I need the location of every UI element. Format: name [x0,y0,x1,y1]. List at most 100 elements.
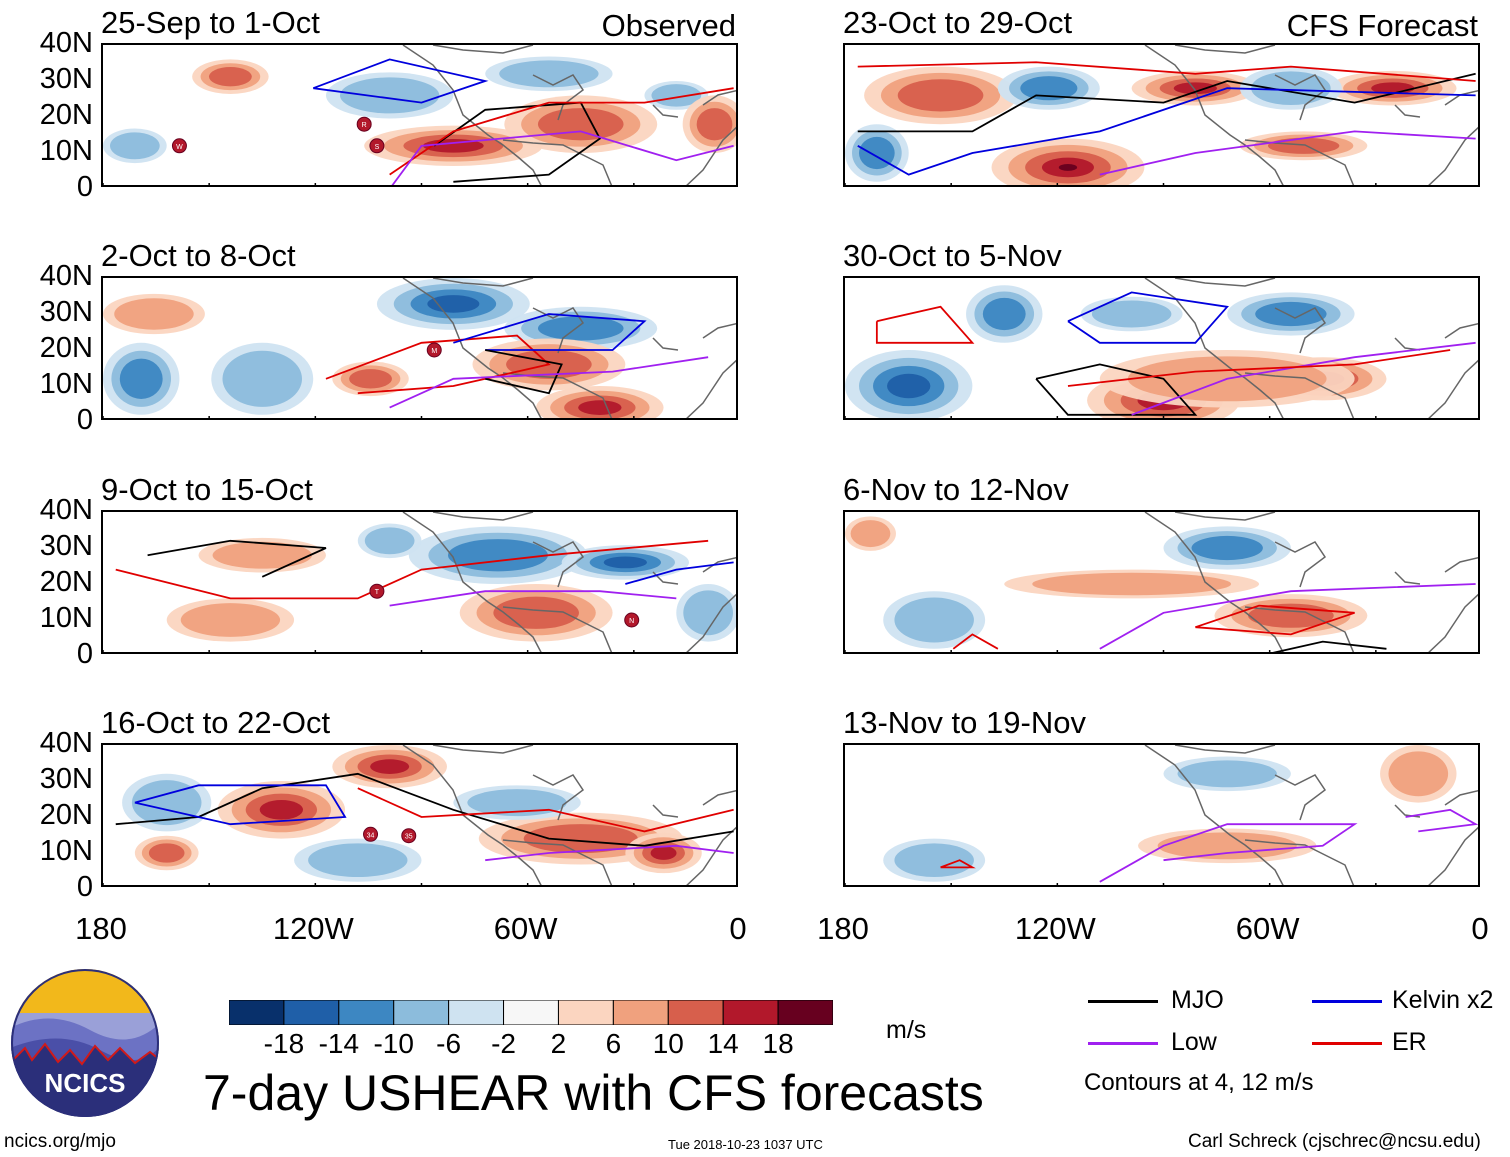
storm-marker-icon: S [369,138,385,154]
legend-label-kelvin: Kelvin x2 [1392,986,1494,1014]
contour-line [857,87,1476,176]
latitude-label: 20N [39,566,93,598]
shear-field: M [103,278,736,418]
colorbar-box [448,999,505,1026]
colorbar-box [612,999,669,1026]
colorbar-tick-label: -18 [263,1028,305,1059]
website-link[interactable]: ncics.org/mjo [4,1131,116,1152]
latitude-label: 10N [39,368,93,400]
latitude-label: 10N [39,135,93,167]
contour-line [433,101,602,183]
panel-title: 6-Nov to 12-Nov [843,472,1069,507]
colorbar-box [283,999,340,1026]
contour-line [389,356,709,409]
contour-line [485,844,734,862]
legend-label-er: ER [1392,1028,1427,1056]
legend-label-mjo: MJO [1171,986,1224,1014]
timestamp: Tue 2018-10-23 1037 UTC [668,1137,823,1152]
contour-line [625,561,734,585]
storm-marker-icon: W [171,138,187,154]
logo-text: NCICS [45,1068,126,1098]
longitude-label: 60W [493,911,558,946]
colorbar-box [338,999,395,1026]
map-panel: W R S [101,43,738,187]
colorbar-box [722,999,779,1026]
colorbar-tick-label: 18 [762,1028,794,1059]
contour-line [857,72,1476,133]
panel-title: 30-Oct to 5-Nov [843,238,1062,273]
storm-marker-icon: N [624,612,640,628]
ncics-logo: NCICS [10,968,160,1118]
latitude-label: 30N [39,530,93,562]
shear-field [845,745,1478,885]
svg-text:T: T [375,589,380,596]
colorbar [228,999,834,1026]
storm-marker-icon: 35 [401,828,417,844]
contour-line [147,539,327,578]
colorbar-tick-label: 2 [550,1028,567,1059]
contour-line [115,539,709,600]
legend-note: Contours at 4, 12 m/s [1084,1069,1314,1096]
contour-line [1405,808,1478,833]
storm-marker-icon: M [426,342,442,358]
contour-line [940,859,976,869]
colorbar-box [393,999,450,1026]
legend-line-er [1312,1042,1382,1045]
longitude-label: 60W [1235,911,1300,946]
contour-line [391,130,734,185]
contour-line [312,58,489,104]
latitude-label: 0 [76,171,93,203]
colorbar-tick-label: -10 [373,1028,414,1059]
colorbar-tick-label: 6 [605,1028,622,1059]
latitude-label: 30N [39,296,93,328]
contour-line [1099,130,1476,176]
longitude-label: 120W [1014,911,1096,946]
units-label: m/s [886,1016,927,1044]
shear-field: 34 35 [103,745,736,885]
panel-title: 9-Oct to 15-Oct [101,472,313,507]
svg-text:35: 35 [405,834,413,841]
map-panel: M [101,276,738,420]
longitude-label: 180 [817,911,869,946]
colorbar-tick-label: 14 [707,1028,739,1059]
contour-line [134,784,347,826]
panel-title: 2-Oct to 8-Oct [101,238,296,273]
contour-line [857,61,1476,82]
panel-title: 13-Nov to 19-Nov [843,705,1086,740]
shear-field [845,512,1478,652]
shear-field [845,45,1478,185]
storm-marker-icon: R [356,116,372,132]
contour-line [1099,823,1358,883]
legend-line-kelvin [1312,1000,1382,1003]
legend-line-low [1088,1042,1158,1045]
map-panel [843,276,1480,420]
latitude-label: 30N [39,63,93,95]
contour-line [875,305,975,344]
colorbar-box [503,999,559,1026]
contour-line [389,590,677,607]
colorbar-box [777,999,834,1026]
map-panel [843,510,1480,654]
svg-text:W: W [176,144,183,151]
author-credit: Carl Schreck (cjschrec@ncsu.edu) [1188,1131,1481,1152]
latitude-label: 10N [39,602,93,634]
svg-text:S: S [375,144,380,151]
contour-line [453,313,647,351]
panel-title: 16-Oct to 22-Oct [101,705,331,740]
colorbar-box [557,999,614,1026]
svg-text:R: R [362,122,367,129]
map-panel: 34 35 [101,743,738,887]
contour-line [1067,291,1229,344]
contour-line [115,772,734,847]
colorbar-box [667,999,724,1026]
contour-line [389,87,734,176]
latitude-label: 20N [39,332,93,364]
figure-title: 7-day USHEAR with CFS forecasts [203,1065,984,1121]
latitude-label: 0 [76,404,93,436]
colorbar-boxes [228,999,834,1026]
svg-text:34: 34 [367,832,375,839]
contour-line [952,633,999,650]
observed-label: Observed [601,8,736,43]
panel-title: 25-Sep to 1-Oct [101,5,320,40]
